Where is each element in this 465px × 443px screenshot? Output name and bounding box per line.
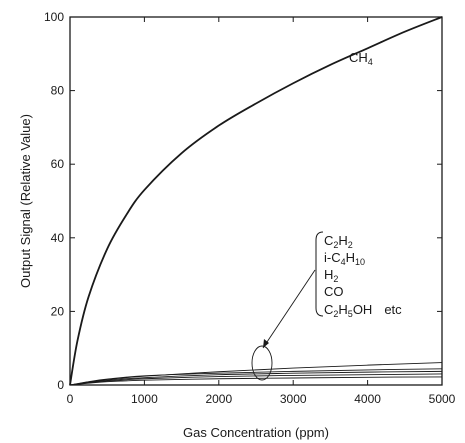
low-curves-grouping-circle (251, 345, 273, 381)
plot-border (69, 16, 443, 386)
gas-label-c2h2: C2H2 (324, 233, 353, 250)
y-axis-label: Output Signal (Relative Value) (18, 114, 33, 288)
series-line-low-2 (69, 368, 443, 386)
y-tick-label: 40 (51, 231, 65, 245)
gas-list-annotation: C2H2 i-C4H10 H2 CO C2H5OH etc (251, 231, 402, 381)
series-layer (69, 16, 443, 386)
gas-list-brace (315, 231, 324, 317)
x-tick-label: 5000 (429, 392, 456, 406)
x-tick-label: 1000 (131, 392, 158, 406)
axis-ticks: 0 1000 2000 3000 4000 5000 0 20 40 60 80 100 (44, 10, 456, 406)
y-tick-label: 60 (51, 157, 65, 171)
x-tick-label: 0 (67, 392, 74, 406)
gas-label-h2: H2 (324, 267, 338, 284)
gas-label-c2h5oh: C2H5OH etc (324, 302, 402, 319)
series-line-ch4 (69, 16, 443, 386)
x-axis-label: Gas Concentration (ppm) (183, 425, 329, 440)
x-tick-label: 3000 (280, 392, 307, 406)
annotation-pointer-line (262, 269, 316, 349)
y-tick-label: 0 (57, 378, 64, 392)
y-tick-label: 80 (51, 84, 65, 98)
annotation-pointer-arrowhead (263, 339, 269, 348)
series-line-low-5 (69, 376, 443, 386)
x-tick-label: 4000 (354, 392, 381, 406)
plot-area (69, 16, 443, 386)
y-tick-label: 100 (44, 10, 64, 24)
gas-label-co: CO (324, 284, 344, 299)
gas-label-ic4h10: i-C4H10 (324, 250, 365, 267)
series-line-low-4 (69, 373, 443, 386)
x-tick-label: 2000 (205, 392, 232, 406)
ch4-series-label: CH4 (349, 50, 373, 67)
y-tick-label: 20 (51, 304, 65, 318)
